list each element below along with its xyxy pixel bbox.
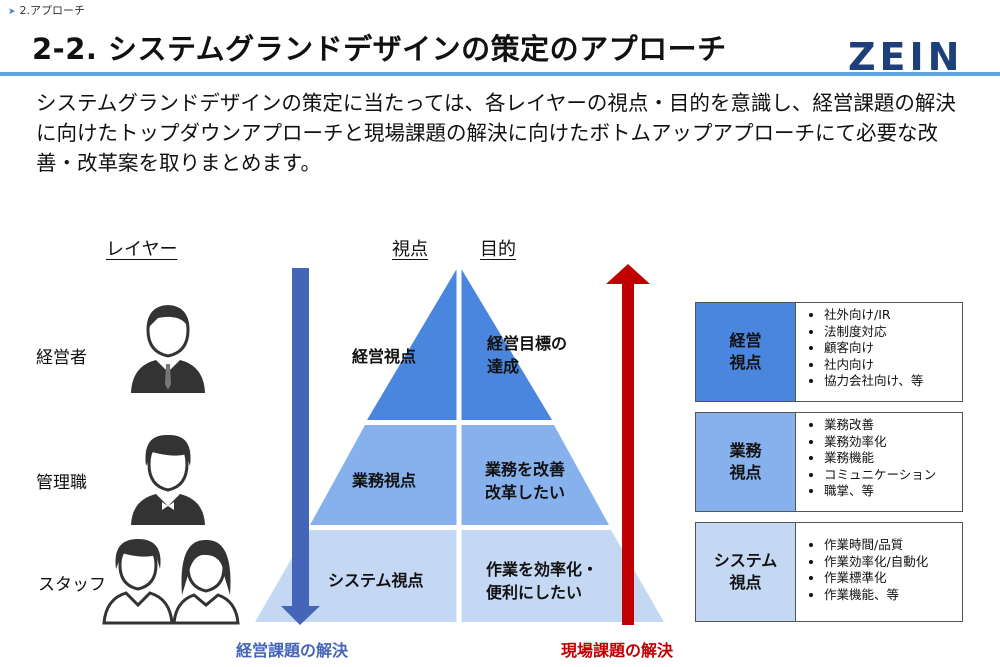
purpose-business: 業務を改善改革したい [485,458,565,504]
list-item: 社外向け/IR [824,307,923,324]
box-label-line: 視点 [729,573,762,592]
intro-text: システムグランドデザインの策定に当たっては、各レイヤーの視点・目的を意識し、経営… [36,91,956,175]
list-item: 業務機能 [824,450,936,467]
logo-text: ZEIN [848,35,963,76]
box-label: システム 視点 [696,523,796,621]
list-item: 職掌、等 [824,483,936,500]
list-item: 作業標準化 [824,570,928,587]
breadcrumb: ➤ 2.アプローチ [8,2,85,18]
viewpoint-system: システム視点 [328,571,424,590]
top-down-arrow [281,268,320,625]
box-item-list: 業務改善 業務効率化 業務機能 コミュニケーション 職掌、等 [796,413,936,511]
box-label-line: 視点 [729,463,762,482]
list-item: 作業機能、等 [824,587,928,604]
viewpoint-box-system: システム視点 作業時間/品質 作業効率化/自動化 作業標準化 作業機能、等 [695,522,963,622]
breadcrumb-text: 2.アプローチ [19,4,86,17]
box-label: 経営 視点 [696,303,796,401]
list-item: 業務効率化 [824,434,936,451]
box-label-line: 業務 [729,441,762,460]
list-item: コミュニケーション [824,467,936,484]
purpose-line: 作業を効率化・ [486,560,599,579]
manager-icon [131,434,205,525]
box-item-list: 作業時間/品質 作業効率化/自動化 作業標準化 作業機能、等 [796,523,928,621]
chevron-right-icon: ➤ [8,7,16,17]
bottom-up-label: 現場課題の解決 [561,641,674,660]
page-title: 2-2. システムグランドデザインの策定のアプローチ [32,32,727,66]
box-label-line: システム [713,551,778,570]
title-divider [0,72,1000,76]
layer-staff: スタッフ [38,575,106,595]
viewpoint-header: 視点 [392,239,428,260]
box-label: 業務 視点 [696,413,796,511]
box-label-line: 視点 [729,353,762,372]
layer-executive: 経営者 [36,348,87,368]
staff-icon [102,539,240,625]
list-item: 作業時間/品質 [824,537,928,554]
bottom-up-arrow [606,264,650,625]
list-item: 法制度対応 [824,324,923,341]
purpose-management: 経営目標の 達成 [487,332,567,378]
purpose-line: 便利にしたい [486,583,583,602]
list-item: 協力会社向け、等 [824,373,923,390]
list-item: 顧客向け [824,340,923,357]
purpose-line: 業務を改善 [485,460,566,479]
purpose-system: 作業を効率化・ 便利にしたい [486,558,598,604]
top-down-label: 経営課題の解決 [236,641,349,660]
purpose-line: 改革したい [485,483,566,502]
viewpoint-management: 経営視点 [352,347,417,366]
layer-header: レイヤー [106,239,178,260]
purpose-line: 経営目標の [487,334,568,353]
list-item: 社内向け [824,357,923,374]
purpose-header: 目的 [480,239,516,260]
list-item: 業務改善 [824,417,936,434]
purpose-line: 達成 [487,357,520,376]
zein-logo: ZEIN [848,35,963,76]
layer-manager: 管理職 [36,473,87,493]
viewpoint-box-business: 業務視点 業務改善 業務効率化 業務機能 コミュニケーション 職掌、等 [695,412,963,512]
viewpoint-business: 業務視点 [352,471,417,490]
box-item-list: 社外向け/IR 法制度対応 顧客向け 社内向け 協力会社向け、等 [796,303,923,401]
executive-icon [131,305,205,393]
viewpoint-box-management: 経営視点 社外向け/IR 法制度対応 顧客向け 社内向け 協力会社向け、等 [695,302,963,402]
list-item: 作業効率化/自動化 [824,554,928,571]
box-label-line: 経営 [729,331,762,350]
